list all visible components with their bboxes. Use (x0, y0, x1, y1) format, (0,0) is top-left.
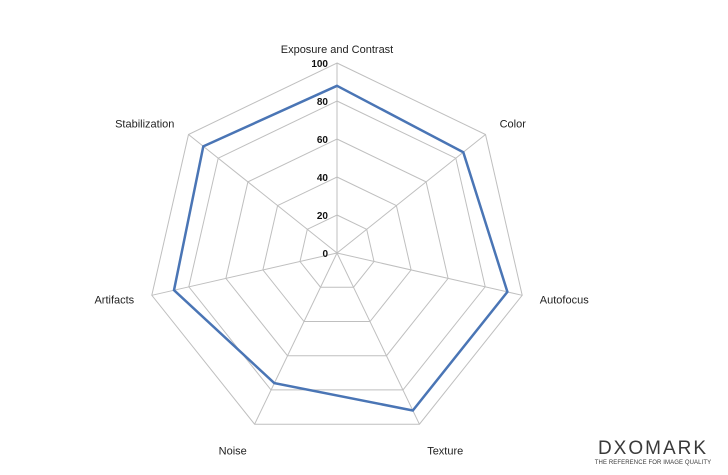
grid-ring-80 (188, 100, 486, 391)
tick-label-40: 40 (317, 173, 329, 184)
tick-label-100: 100 (311, 59, 328, 70)
grid-ring-100 (151, 62, 523, 425)
radar-axis-labels: Exposure and Contrast Color Autofocus Textu… (94, 44, 589, 457)
radar-series (172, 84, 509, 412)
axis-label-0: Exposure and Contrast (281, 44, 394, 56)
radar-spokes (151, 63, 523, 425)
grid-ring-60 (225, 138, 449, 357)
axis-label-4: Noise (219, 445, 247, 457)
spoke-6 (188, 134, 338, 254)
tick-label-80: 80 (317, 97, 329, 108)
axis-label-1: Color (500, 118, 527, 130)
tick-label-20: 20 (317, 211, 329, 222)
series-line-0 (172, 84, 509, 412)
tick-label-60: 60 (317, 135, 329, 146)
spoke-5 (151, 252, 338, 296)
logo-tagline: THE REFERENCE FOR IMAGE QUALITY (594, 460, 712, 466)
spoke-1 (336, 134, 486, 254)
logo-wordmark: DXOMARK (597, 438, 709, 459)
spoke-4 (254, 252, 338, 425)
spoke-3 (336, 252, 420, 425)
axis-label-2: Autofocus (540, 294, 589, 306)
radar-tick-labels: 0 20 40 60 80 100 (311, 59, 328, 260)
axis-label-6: Stabilization (115, 118, 174, 130)
grid-ring-40 (262, 176, 412, 322)
axis-label-3: Texture (427, 445, 463, 457)
radar-grid (151, 62, 523, 425)
axis-label-5: Artifacts (94, 294, 134, 306)
spoke-2 (336, 252, 523, 296)
dxomark-logo: DXOMARK THE REFERENCE FOR IMAGE QUALITY (594, 439, 712, 467)
tick-label-0: 0 (322, 249, 328, 260)
grid-ring-20 (299, 214, 375, 288)
